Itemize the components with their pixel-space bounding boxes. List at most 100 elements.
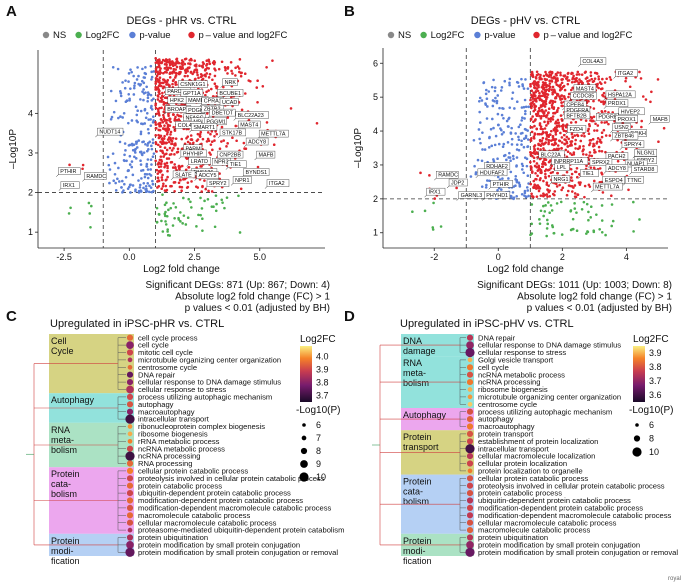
legend-label-ns: NS <box>398 30 411 41</box>
significant-point <box>162 103 166 106</box>
log2fc-point <box>586 230 590 234</box>
pvalue-point <box>131 184 135 187</box>
log2fc-point <box>157 212 161 216</box>
significant-point <box>542 111 545 115</box>
significant-point <box>580 134 583 137</box>
significant-point <box>562 129 566 133</box>
significant-point <box>538 76 541 79</box>
pvalue-point <box>141 140 144 144</box>
significant-point <box>538 114 541 118</box>
y-axis-label: –Log10P <box>8 129 19 169</box>
pvalue-point <box>145 187 148 191</box>
gene-label: SMART1 <box>193 125 215 131</box>
significant-point <box>220 140 223 143</box>
significant-point <box>530 72 534 76</box>
significant-point <box>543 120 546 124</box>
log2fc-point <box>439 225 443 228</box>
gene-label-box <box>631 165 658 173</box>
significant-point <box>171 82 174 86</box>
significant-point <box>539 125 543 129</box>
significant-point <box>548 82 552 85</box>
pvalue-point <box>496 175 500 179</box>
significant-point <box>578 146 581 150</box>
significant-point <box>542 147 545 150</box>
gene-label: COL4A2 <box>178 123 199 129</box>
pvalue-point <box>514 175 518 178</box>
pvalue-point <box>143 76 147 79</box>
log2fc-point <box>530 222 533 226</box>
pvalue-point <box>130 70 133 74</box>
significant-point <box>565 193 569 197</box>
cluster-label: meta- <box>403 368 426 378</box>
significant-point <box>559 83 562 87</box>
significant-point <box>616 159 620 163</box>
log2fc-point <box>206 197 210 201</box>
significant-point <box>236 65 240 68</box>
term-label: modification-dependent macromolecule cat… <box>478 511 672 520</box>
legend-marker-pvalue <box>474 31 481 39</box>
gene-label-box <box>206 179 230 187</box>
significant-point <box>559 71 562 75</box>
pvalue-point <box>140 169 143 172</box>
significant-point <box>160 118 163 122</box>
pvalue-point <box>150 99 154 102</box>
y-tick-label: 2 <box>28 188 33 198</box>
significant-point <box>530 106 533 110</box>
pvalue-point <box>145 111 149 115</box>
log2fc-point <box>550 209 554 212</box>
significant-point <box>208 151 211 154</box>
significant-point <box>196 132 200 136</box>
pvalue-point <box>527 182 530 185</box>
chart-title: DEGs - pHR vs. CTRL <box>126 15 236 27</box>
log2fc-point <box>182 214 186 217</box>
significant-point <box>588 154 591 157</box>
significant-point <box>172 67 176 71</box>
log2fc-point <box>592 229 596 232</box>
significant-point <box>557 124 561 127</box>
significant-point <box>559 73 562 77</box>
significant-point <box>589 166 593 169</box>
significant-point <box>530 192 533 196</box>
significant-point <box>597 145 601 149</box>
significant-point <box>209 132 212 136</box>
significant-point <box>160 100 163 103</box>
pvalue-point <box>502 107 505 110</box>
cluster-label: Cycle <box>51 346 74 356</box>
significant-point <box>164 129 168 132</box>
significant-point <box>540 132 543 136</box>
gene-label: SPRY2 <box>209 181 227 187</box>
significant-point <box>570 140 574 143</box>
x-tick-label: 0 <box>496 252 501 262</box>
significant-point <box>553 141 557 144</box>
pvalue-point <box>144 66 147 69</box>
gene-label-box <box>477 168 508 177</box>
significant-point <box>543 169 547 173</box>
significant-point <box>570 72 573 76</box>
significant-point <box>156 163 160 166</box>
significant-point <box>235 139 238 143</box>
significant-point <box>166 126 169 130</box>
log2fc-point <box>571 217 575 221</box>
significant-point <box>548 194 552 198</box>
significant-point <box>534 105 538 108</box>
significant-point <box>640 125 643 129</box>
pvalue-point <box>126 121 130 125</box>
significant-point <box>162 127 165 131</box>
log2fc-point <box>179 220 182 223</box>
significant-point <box>186 140 190 144</box>
pvalue-point <box>498 106 501 110</box>
gene-label: SLATE <box>175 172 192 178</box>
significant-point <box>529 153 533 157</box>
significant-point <box>536 147 540 151</box>
pvalue-point <box>149 158 153 161</box>
log2fc-point <box>167 208 170 212</box>
gene-label: DBETDT <box>212 111 234 117</box>
log2fc-point <box>164 223 168 226</box>
significant-point <box>538 187 542 190</box>
term-label: cellular response to stress <box>478 348 566 357</box>
log2fc-point <box>238 231 242 234</box>
significant-point <box>218 147 222 151</box>
significant-point <box>590 77 594 81</box>
term-dot <box>126 497 134 504</box>
significant-point <box>603 81 607 84</box>
